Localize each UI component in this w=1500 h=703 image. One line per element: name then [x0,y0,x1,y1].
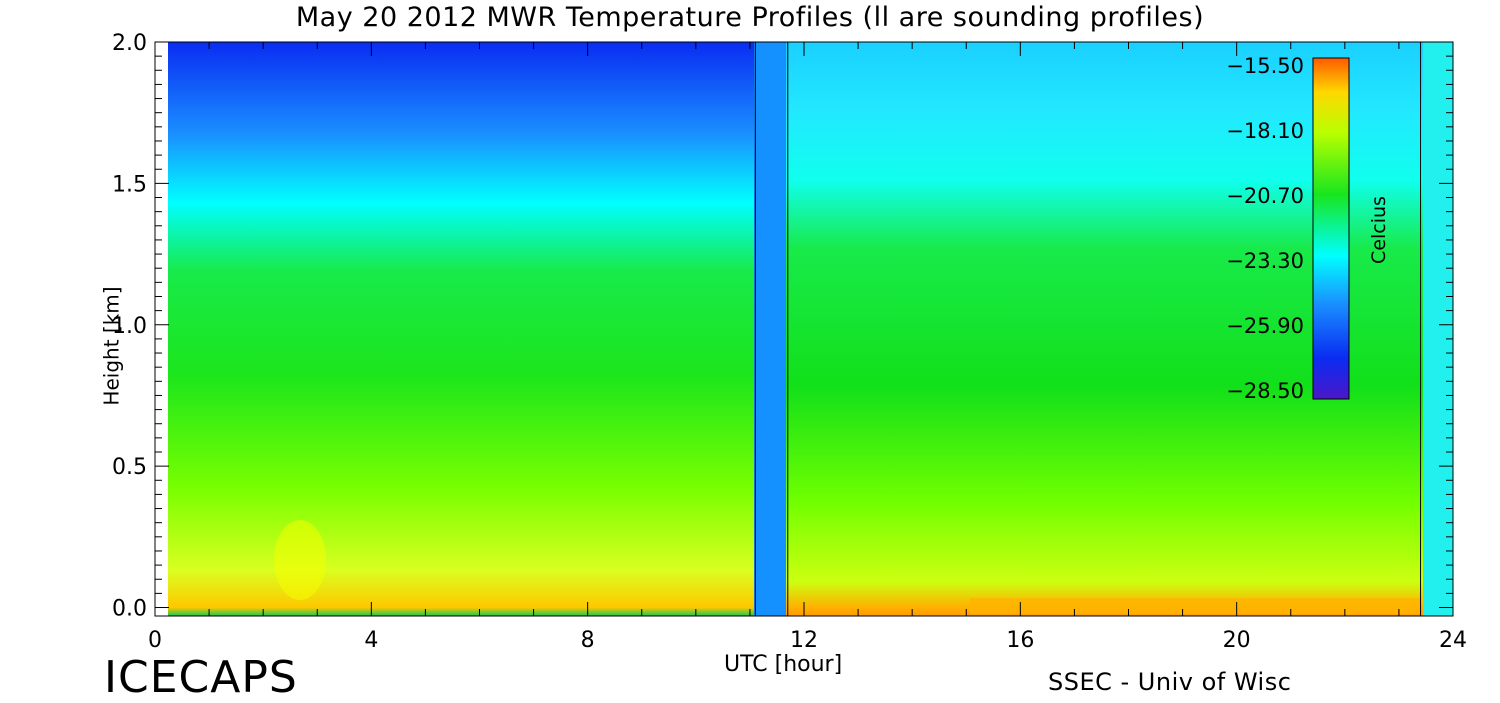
x-tick-label: 20 [1223,628,1251,653]
credit-text: SSEC - Univ of Wisc [1048,668,1292,696]
colorbar-tick-label: −23.30 [1226,249,1304,273]
colorbar-label: Celcius [1368,196,1390,264]
colorbar-tick-label: −15.50 [1226,54,1304,78]
colorbar-tick-label: −20.70 [1226,184,1304,208]
y-axis-label: Height [km] [99,286,124,406]
sounding-lines [754,42,1422,616]
y-tick-label: 1.0 [112,314,147,339]
plot-axes [154,41,1454,617]
chart-title: May 20 2012 MWR Temperature Profiles (ll… [295,2,1205,33]
x-axis-label: UTC [hour] [724,652,843,677]
colorbar-gradient [1312,57,1350,400]
y-tick-label: 2.0 [112,31,147,56]
y-tick-label: 1.5 [112,172,147,197]
sounding-gap [754,42,786,616]
x-tick-label: 0 [148,628,162,653]
y-tick-label: 0.0 [112,597,147,622]
colorbar-tick-label: −28.50 [1226,379,1304,403]
x-tick-label: 8 [581,628,595,653]
x-tick-labels: 0 4 8 12 16 20 24 [148,628,1467,653]
project-logo-text: ICECAPS [104,652,298,703]
colorbar-tick-label: −18.10 [1226,119,1304,143]
x-tick-label: 12 [790,628,818,653]
x-tick-label: 4 [364,628,378,653]
y-tick-label: 0.5 [112,455,147,480]
x-tick-label: 24 [1439,628,1467,653]
colorbar-tick-label: −25.90 [1226,314,1304,338]
y-tick-labels: 0.0 0.5 1.0 1.5 2.0 [112,31,147,622]
colorbar-tick-labels: −15.50 −18.10 −20.70 −23.30 −25.90 −28.50 [1226,54,1304,403]
x-tick-label: 16 [1006,628,1034,653]
colorbar: −15.50 −18.10 −20.70 −23.30 −25.90 −28.50 Cel… [1226,54,1390,403]
